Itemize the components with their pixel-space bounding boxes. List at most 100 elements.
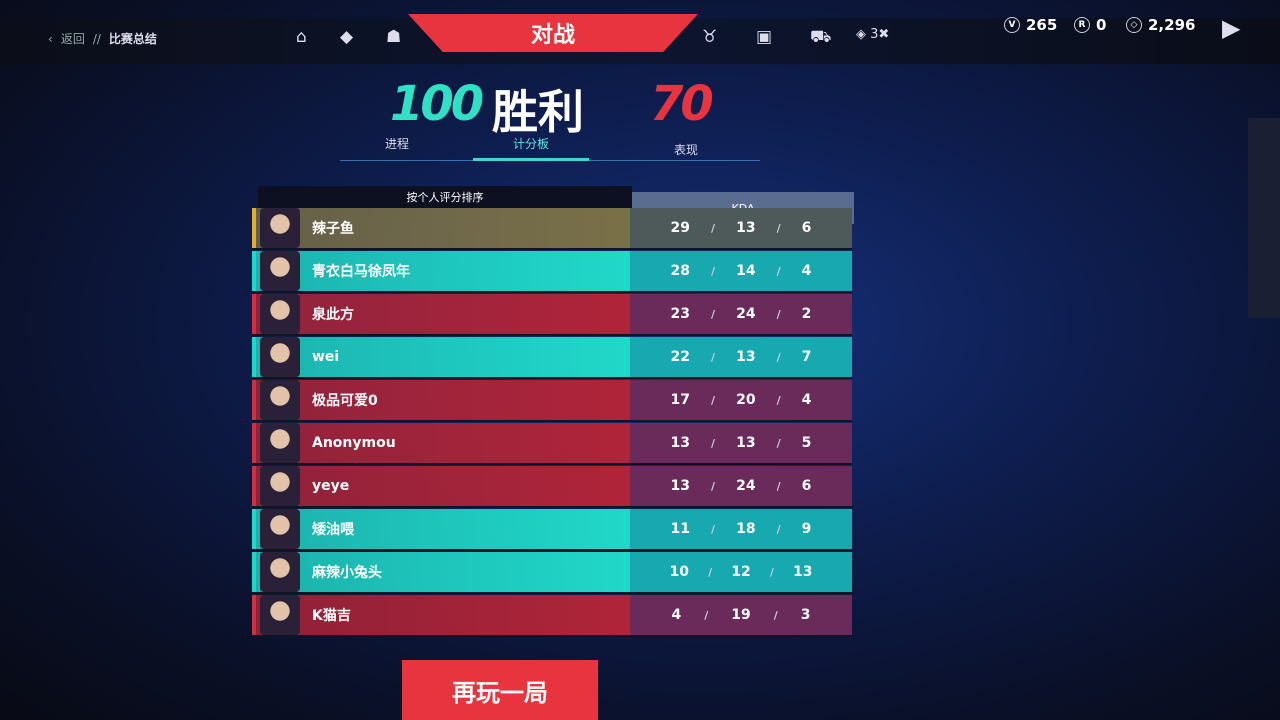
kills: 4 [671,607,682,623]
currency-kingdom[interactable]: ◇ 2,296 [1126,16,1195,34]
avatar [260,423,300,463]
tab-play[interactable]: 对战 [408,14,698,52]
deaths: 12 [731,564,751,580]
deaths: 13 [736,349,756,365]
kda-cell: 4 / 19 / 3 [630,595,852,635]
deaths: 24 [736,478,756,494]
player-cell: 青衣白马徐凤年 [252,251,630,291]
assists: 13 [792,564,813,580]
table-row[interactable]: 辣子鱼 29 / 13 / 6 [252,208,852,250]
tab-performance[interactable]: 表现 [674,143,699,157]
divider: / [776,221,781,235]
table-row[interactable]: 矮油喂 11 / 18 / 9 [252,509,852,551]
ticket-icon[interactable]: ◆ [340,27,354,47]
kda-cell: 22 / 13 / 7 [630,337,852,377]
kills: 13 [670,478,690,494]
table-row[interactable]: 麻辣小兔头 10 / 12 / 13 [252,552,852,594]
assists: 4 [801,263,812,279]
chevron-left-icon: ‹ [48,31,53,46]
level-icon: ◈ [856,27,871,42]
divider: / [711,436,716,450]
divider: / [776,479,781,493]
player-name: 麻辣小兔头 [312,565,382,581]
cart-icon[interactable]: ⛟ [810,27,832,47]
divider: / [776,393,781,407]
enemy-score: 70 [650,76,714,132]
deaths: 13 [736,435,756,451]
player-cell: K猫吉 [252,595,630,635]
kills: 17 [670,392,690,408]
match-result: 胜利 [492,85,584,139]
avatar [260,595,300,635]
avatar [260,294,300,334]
assists: 6 [801,478,812,494]
party-sidebar [1248,118,1280,318]
radianite-icon: R [1074,17,1090,33]
battlepass-icon: ✖ [878,27,890,42]
table-row[interactable]: 泉此方 23 / 24 / 2 [252,294,852,336]
divider: / [711,221,716,235]
kda-cell: 13 / 24 / 6 [630,466,852,506]
player-name: 泉此方 [312,307,354,323]
deaths: 18 [736,521,756,537]
player-name: wei [312,349,340,365]
trophy-icon[interactable]: ♉ [702,27,718,47]
divider: / [776,436,781,450]
collection-icon[interactable]: ▣ [756,27,773,47]
home-icon[interactable]: ⌂ [296,27,307,47]
tab-scoreboard[interactable]: 计分板 [473,135,590,161]
player-cell: 辣子鱼 [252,208,630,248]
kda-cell: 13 / 13 / 5 [630,423,852,463]
table-row[interactable]: yeye 13 / 24 / 6 [252,466,852,508]
kingdom-credits-icon: ◇ [1126,17,1142,33]
player-cell: Anonymou [252,423,630,463]
player-name: yeye [312,478,350,494]
deaths: 13 [736,220,756,236]
avatar [260,466,300,506]
kills: 29 [670,220,690,236]
player-cell: 泉此方 [252,294,630,334]
kills: 28 [670,263,690,279]
assists: 2 [801,306,812,322]
avatar [260,509,300,549]
deaths: 14 [736,263,756,279]
avatar [260,251,300,291]
agent-icon[interactable]: ☗ [386,27,402,47]
deaths: 19 [731,607,751,623]
level-badge[interactable]: ◈ 3✖ [856,27,890,42]
player-cell: 极品可爱0 [252,380,630,420]
table-row[interactable]: Anonymou 13 / 13 / 5 [252,423,852,465]
player-cell: 麻辣小兔头 [252,552,630,592]
player-name: 青衣白马徐凤年 [312,264,410,280]
divider: / [769,565,774,579]
avatar [260,337,300,377]
player-name: 辣子鱼 [312,221,354,237]
table-row[interactable]: 极品可爱0 17 / 20 / 4 [252,380,852,422]
kda-cell: 23 / 24 / 2 [630,294,852,334]
play-again-button[interactable]: 再玩一局 [402,660,598,720]
summary-tabs: 进程 计分板 表现 [340,135,760,161]
back-button[interactable]: ‹ 返回 // 比赛总结 [48,31,157,47]
divider: / [711,522,716,536]
play-video-icon[interactable]: ▶ [1222,14,1241,42]
player-name: Anonymou [312,435,396,451]
currency-vp[interactable]: V 265 [1004,16,1057,34]
divider: / [704,608,709,622]
tab-timeline[interactable]: 进程 [385,137,410,151]
sort-header[interactable]: 按个人评分排序 [258,186,632,208]
valorant-points-icon: V [1004,17,1020,33]
table-row[interactable]: wei 22 / 13 / 7 [252,337,852,379]
divider: / [711,307,716,321]
table-row[interactable]: 青衣白马徐凤年 28 / 14 / 4 [252,251,852,293]
divider: / [711,479,716,493]
deaths: 20 [736,392,756,408]
kills: 11 [670,521,690,537]
assists: 3 [800,607,811,623]
table-row[interactable]: K猫吉 4 / 19 / 3 [252,595,852,637]
avatar [260,380,300,420]
breadcrumb-page: 比赛总结 [108,32,157,46]
avatar [260,208,300,248]
player-name: 极品可爱0 [312,393,378,409]
kills: 22 [670,349,690,365]
